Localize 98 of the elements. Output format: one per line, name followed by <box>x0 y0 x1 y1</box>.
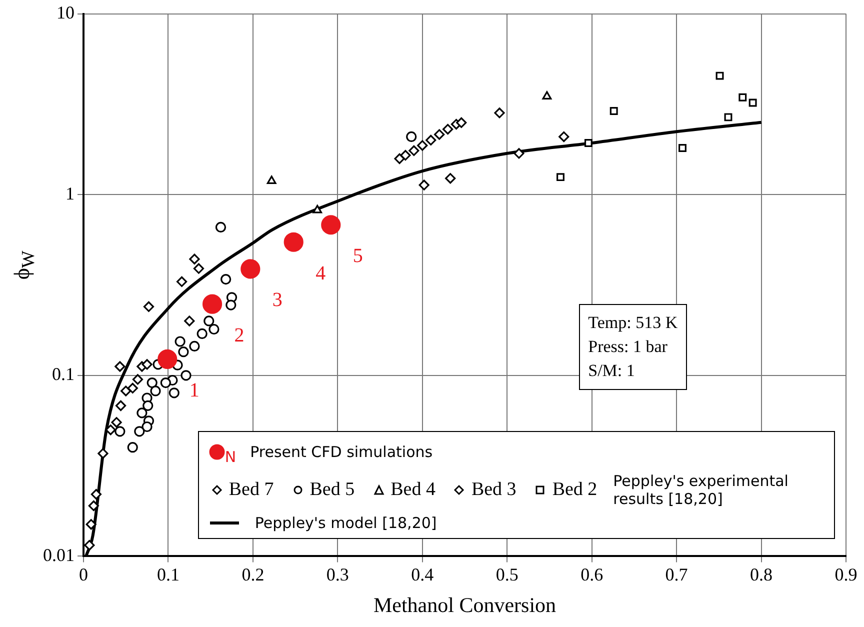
point <box>202 294 222 314</box>
point <box>189 340 200 352</box>
point <box>184 316 195 326</box>
point <box>400 150 411 161</box>
point <box>115 400 126 411</box>
point <box>132 374 144 385</box>
annotation: 5 <box>352 245 363 268</box>
legend-label: Bed 7 <box>228 479 274 502</box>
point <box>168 388 180 398</box>
legend-label: Peppley's model [18,20] <box>254 514 437 532</box>
point <box>556 173 564 182</box>
point <box>208 324 220 335</box>
point <box>408 145 420 156</box>
point <box>142 400 154 411</box>
annotation: 4 <box>316 262 326 284</box>
point <box>558 131 570 142</box>
point <box>176 276 188 287</box>
point <box>180 370 192 381</box>
point <box>146 378 158 388</box>
legend-label: Bed 3 <box>471 479 516 502</box>
point <box>442 124 454 134</box>
point <box>178 346 189 358</box>
point <box>111 417 122 428</box>
x-tick-label: 0.3 <box>326 564 349 585</box>
y-tick-label: 1 <box>66 183 74 204</box>
point <box>86 519 96 530</box>
point <box>142 359 152 370</box>
legend-label: Present CFD simulations <box>250 443 433 462</box>
point <box>143 301 154 312</box>
point <box>748 98 757 107</box>
point <box>84 540 95 551</box>
point <box>174 336 186 347</box>
point <box>114 426 126 437</box>
x-tick-label: 0.6 <box>580 564 604 585</box>
point <box>417 140 428 151</box>
x-tick-label: 0.8 <box>750 564 773 585</box>
annotation: N <box>224 448 236 466</box>
point <box>418 180 430 190</box>
point <box>120 386 132 396</box>
x-tick-label: 0.9 <box>834 564 858 585</box>
point <box>542 91 552 100</box>
point <box>160 378 171 388</box>
point <box>134 426 145 437</box>
point <box>127 442 138 453</box>
point <box>584 138 592 147</box>
x-tick-label: 0.1 <box>156 564 180 585</box>
point <box>150 386 161 396</box>
point <box>196 328 208 340</box>
point <box>284 232 304 252</box>
annotation: 1 <box>189 379 200 402</box>
y-tick-label: 10 <box>56 2 74 23</box>
annotation: Press: 1 bar <box>588 336 668 358</box>
annotation: 3 <box>272 289 282 312</box>
y-tick-label: 0.01 <box>43 544 74 565</box>
point <box>724 113 732 122</box>
y-tick-label: 0.1 <box>52 364 74 384</box>
x-tick-label: 0.2 <box>242 564 264 585</box>
point <box>136 408 148 418</box>
point <box>193 263 204 274</box>
annotation: 2 <box>234 324 244 346</box>
point <box>456 117 467 128</box>
point <box>204 316 214 326</box>
point <box>98 448 108 459</box>
point <box>266 176 276 184</box>
point <box>220 274 232 285</box>
x-tick-label: 0.5 <box>496 564 518 585</box>
point <box>226 300 236 310</box>
x-tick-label: 0 <box>79 564 88 585</box>
legend-label: Bed 5 <box>310 479 355 502</box>
point <box>321 215 341 235</box>
point <box>215 222 226 233</box>
point <box>406 131 417 142</box>
point <box>312 204 322 214</box>
point <box>426 134 436 146</box>
point <box>114 361 126 372</box>
point <box>716 72 724 80</box>
point <box>494 108 505 118</box>
point <box>189 254 200 264</box>
point <box>127 382 138 394</box>
point <box>88 500 99 512</box>
annotation: Peppley's experimental results [18,20] <box>613 472 790 508</box>
point <box>142 421 152 432</box>
legend-label: Bed 4 <box>390 479 436 502</box>
x-tick-label: 0.4 <box>411 564 434 585</box>
point <box>514 148 524 159</box>
point <box>738 93 747 102</box>
annotation: Temp: 513 K <box>588 312 678 334</box>
point <box>445 173 456 184</box>
point <box>434 129 445 140</box>
legend-label: Bed 2 <box>552 479 598 502</box>
point <box>610 107 618 115</box>
point <box>90 488 102 500</box>
point <box>240 259 260 279</box>
point <box>678 144 686 152</box>
x-tick-label: 0.7 <box>665 564 688 585</box>
point <box>158 349 178 369</box>
x-axis-title: Methanol Conversion <box>373 592 557 617</box>
annotation: S/M: 1 <box>588 360 636 382</box>
